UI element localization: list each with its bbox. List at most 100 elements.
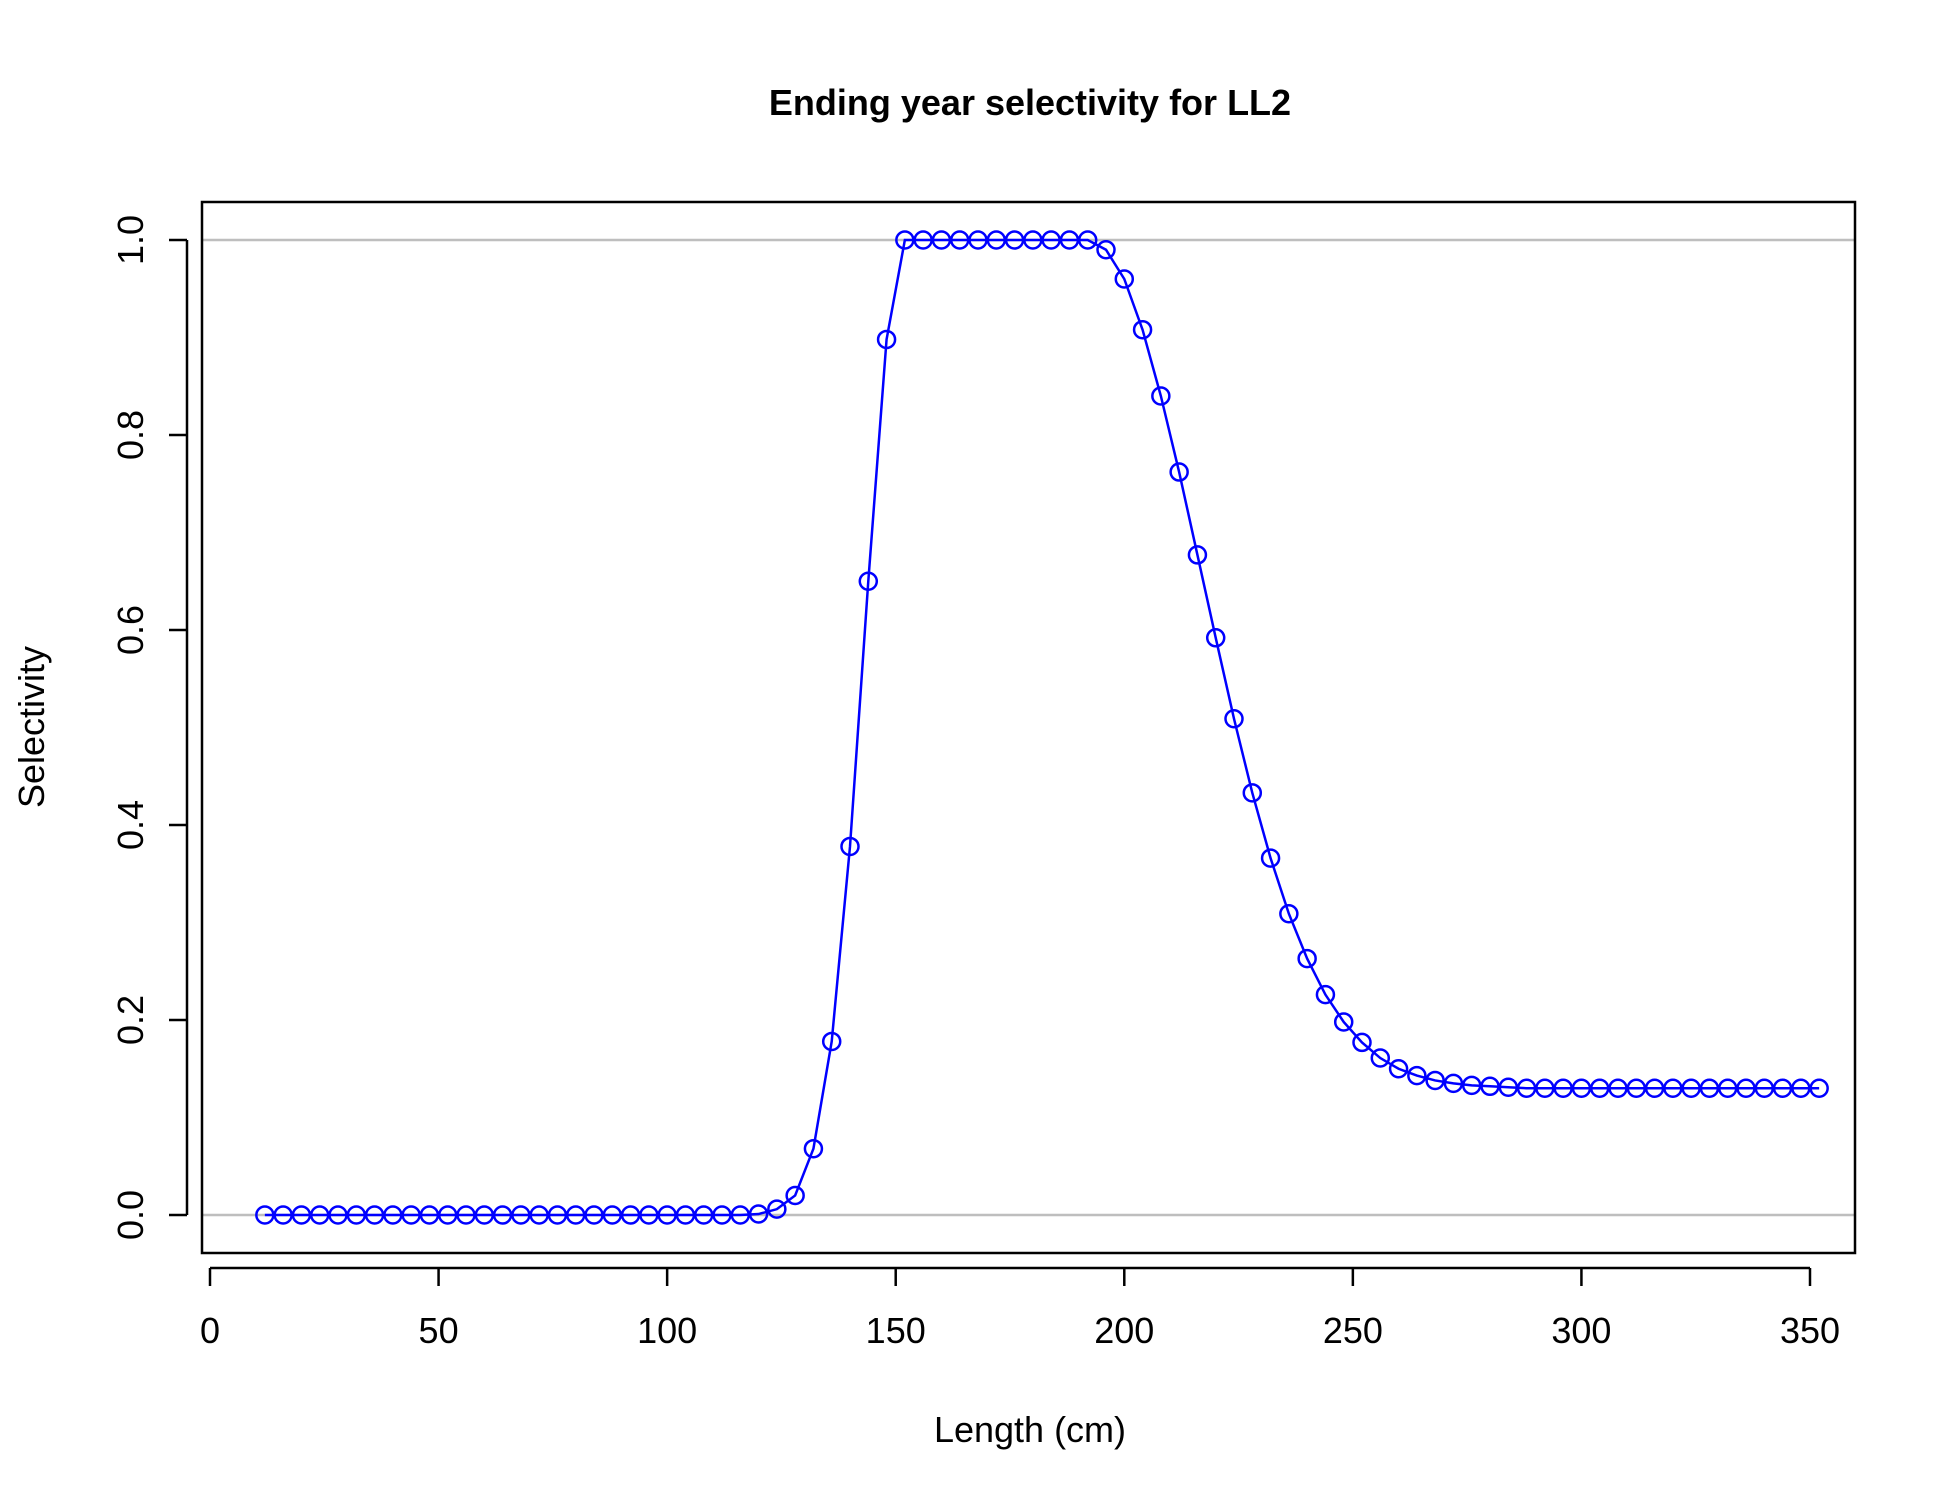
data-point [1681,1078,1701,1098]
data-point [675,1205,696,1225]
data-point [1388,1059,1409,1079]
data-point [767,1199,787,1219]
y-axis-label: Selectivity [11,646,52,808]
data-point [821,1031,842,1052]
data-point [1754,1078,1775,1098]
data-point [1498,1077,1519,1098]
data-point [1004,230,1025,250]
data-point [1809,1078,1829,1098]
data-point [657,1205,677,1225]
x-tick-label: 50 [419,1310,459,1351]
data-point [346,1205,367,1225]
data-point [1717,1078,1738,1098]
data-point [383,1205,403,1225]
data-point [1425,1070,1445,1091]
data-point [1169,462,1189,482]
data-point [1571,1078,1592,1098]
data-point [1242,783,1263,803]
data-point [785,1185,805,1206]
data-point [840,836,860,857]
data-point [858,571,879,591]
data-point [1132,319,1153,340]
data-point [639,1205,659,1225]
y-tick-label: 0.8 [110,410,151,460]
data-point [492,1205,513,1225]
data-point [1443,1073,1464,1094]
series-line [264,238,1820,1217]
data-point [748,1204,769,1224]
data-point [1644,1078,1665,1098]
x-tick-label: 100 [637,1310,697,1351]
series-line-group [264,238,1820,1217]
data-point [364,1205,385,1225]
data-point [1535,1078,1555,1098]
data-point [1370,1048,1391,1068]
data-point [1516,1078,1537,1098]
data-point [1041,230,1061,250]
data-point [273,1205,293,1225]
data-point [547,1205,568,1225]
data-point [1077,230,1098,250]
data-point [1297,948,1317,969]
data-point [1279,903,1299,924]
data-point [1333,1012,1354,1032]
data-point [1260,848,1281,868]
y-tick-label: 0.6 [110,605,151,655]
data-point [803,1138,824,1159]
data-point [986,230,1007,250]
y-tick-label: 0.2 [110,995,151,1045]
data-point [1553,1078,1573,1098]
data-point [1224,708,1244,729]
y-axis: 0.0 0.2 0.4 0.6 0.8 1.0 [110,215,189,1240]
data-point [565,1205,586,1225]
data-point [1059,230,1080,250]
data-points [255,230,1829,1225]
x-tick-label: 0 [200,1310,220,1351]
plot-frame [200,200,1857,1255]
x-tick-label: 250 [1323,1310,1383,1351]
data-point [1772,1078,1793,1098]
data-point [1205,628,1226,648]
data-point [895,230,915,250]
data-point [1315,984,1336,1005]
x-tick-label: 150 [866,1310,926,1351]
data-point [876,329,897,350]
x-tick-label: 350 [1780,1310,1840,1351]
x-axis-label: Length (cm) [934,1409,1126,1450]
data-point [712,1205,732,1225]
data-point [1608,1078,1628,1098]
data-point [1023,230,1043,250]
x-tick-label: 200 [1094,1310,1154,1351]
data-point [1352,1032,1372,1053]
data-point [1407,1065,1427,1086]
data-point [584,1205,604,1225]
data-point [1187,545,1208,565]
data-point [931,230,952,250]
data-point [602,1205,623,1225]
data-point [419,1205,440,1225]
data-point [1791,1078,1811,1098]
data-point [474,1205,495,1225]
data-point [1096,240,1116,260]
data-point [1480,1076,1500,1097]
data-point [291,1205,312,1225]
data-point [693,1205,714,1225]
data-point [529,1205,549,1225]
data-point [1151,386,1171,406]
data-point [456,1205,476,1225]
data-point [511,1205,531,1225]
data-point [437,1205,458,1225]
y-tick-label: 1.0 [110,215,151,265]
y-tick-label: 0.0 [110,1190,151,1240]
data-point [730,1205,751,1225]
data-point [1114,269,1135,289]
reference-lines [202,238,1855,1217]
data-point [309,1205,330,1225]
data-point [1626,1078,1647,1098]
data-point [913,230,933,250]
data-point [1461,1075,1482,1096]
x-tick-label: 300 [1551,1310,1611,1351]
data-point [328,1205,348,1225]
data-point [949,230,970,250]
